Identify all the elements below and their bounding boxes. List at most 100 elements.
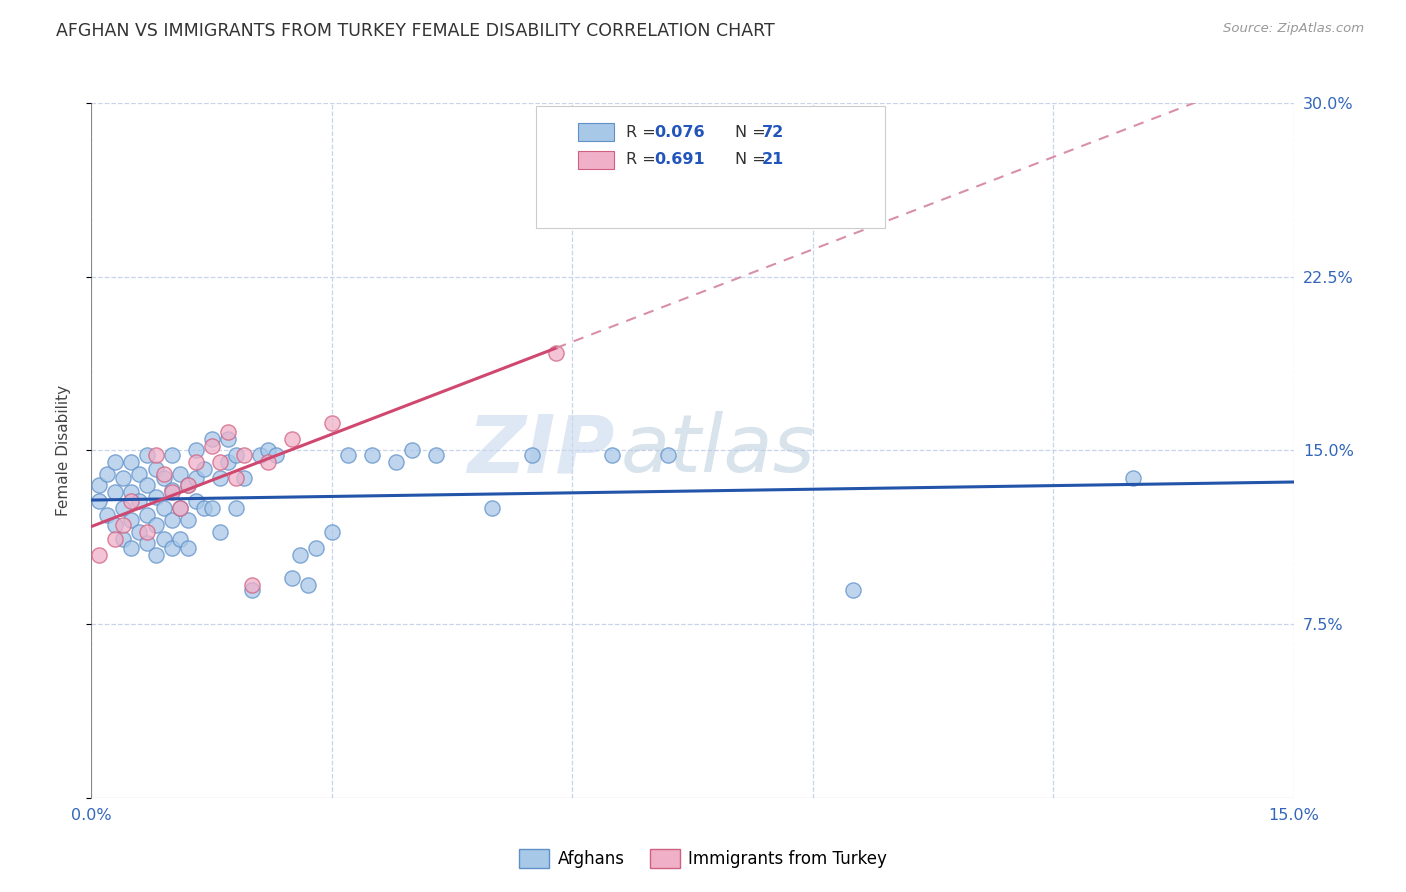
Point: [145, 448, 167, 462]
Point: [112, 517, 135, 532]
Point: [136, 536, 159, 550]
Point: [232, 448, 254, 462]
Point: [176, 478, 198, 492]
Y-axis label: Female Disability: Female Disability: [56, 384, 70, 516]
Point: [208, 455, 231, 469]
Point: [112, 471, 135, 485]
Text: R =: R =: [626, 153, 661, 167]
Point: [160, 448, 183, 462]
Point: [152, 471, 174, 485]
Point: [201, 439, 224, 453]
Point: [225, 501, 247, 516]
Point: [160, 485, 183, 500]
Point: [152, 532, 174, 546]
Point: [385, 455, 408, 469]
Point: [169, 501, 191, 516]
Point: [136, 524, 159, 539]
Point: [522, 448, 544, 462]
Point: [176, 513, 198, 527]
Point: [225, 471, 247, 485]
Point: [321, 416, 343, 430]
Point: [89, 478, 111, 492]
Point: [96, 508, 118, 523]
Point: [145, 462, 167, 476]
Point: [121, 455, 143, 469]
Point: [193, 462, 215, 476]
Point: [169, 501, 191, 516]
Point: [217, 432, 239, 446]
Point: [160, 541, 183, 555]
Point: [546, 346, 568, 360]
Point: [160, 483, 183, 497]
Point: [305, 541, 328, 555]
Point: [145, 548, 167, 562]
Point: [193, 501, 215, 516]
Point: [360, 448, 382, 462]
Text: N =: N =: [734, 153, 770, 167]
Point: [281, 432, 304, 446]
Point: [128, 467, 150, 481]
Point: [232, 471, 254, 485]
Point: [336, 448, 359, 462]
Point: [1122, 471, 1144, 485]
Point: [208, 471, 231, 485]
Point: [176, 541, 198, 555]
Text: Source: ZipAtlas.com: Source: ZipAtlas.com: [1223, 22, 1364, 36]
Point: [121, 541, 143, 555]
Point: [264, 448, 287, 462]
Point: [104, 532, 127, 546]
Point: [217, 455, 239, 469]
Point: [401, 443, 423, 458]
Point: [240, 582, 263, 597]
FancyBboxPatch shape: [536, 106, 884, 227]
Point: [657, 448, 679, 462]
Point: [169, 467, 191, 481]
Point: [217, 425, 239, 439]
Point: [96, 467, 118, 481]
Point: [249, 448, 271, 462]
Point: [184, 443, 207, 458]
Point: [128, 494, 150, 508]
Point: [240, 578, 263, 592]
Point: [104, 455, 127, 469]
Point: [225, 448, 247, 462]
Point: [136, 448, 159, 462]
Text: 72: 72: [762, 125, 785, 140]
Point: [104, 485, 127, 500]
Point: [425, 448, 447, 462]
Point: [160, 513, 183, 527]
Text: 0.691: 0.691: [654, 153, 704, 167]
Text: ZIP: ZIP: [467, 411, 614, 490]
Point: [321, 524, 343, 539]
Point: [281, 571, 304, 585]
Point: [208, 524, 231, 539]
Text: atlas: atlas: [620, 411, 815, 490]
Text: 21: 21: [762, 153, 785, 167]
Point: [128, 524, 150, 539]
Point: [121, 494, 143, 508]
Point: [297, 578, 319, 592]
Point: [201, 432, 224, 446]
Point: [256, 455, 278, 469]
Point: [176, 478, 198, 492]
Point: [184, 455, 207, 469]
Point: [136, 478, 159, 492]
Point: [112, 501, 135, 516]
Point: [152, 501, 174, 516]
Legend: Afghans, Immigrants from Turkey: Afghans, Immigrants from Turkey: [513, 842, 893, 875]
Point: [89, 548, 111, 562]
Point: [136, 508, 159, 523]
Text: N =: N =: [734, 125, 770, 140]
Point: [256, 443, 278, 458]
Point: [121, 513, 143, 527]
Point: [121, 485, 143, 500]
Point: [169, 532, 191, 546]
Text: 0.076: 0.076: [654, 125, 704, 140]
Point: [602, 448, 624, 462]
Point: [112, 532, 135, 546]
Point: [481, 501, 503, 516]
Text: R =: R =: [626, 125, 661, 140]
Point: [288, 548, 311, 562]
Point: [89, 494, 111, 508]
Point: [104, 517, 127, 532]
